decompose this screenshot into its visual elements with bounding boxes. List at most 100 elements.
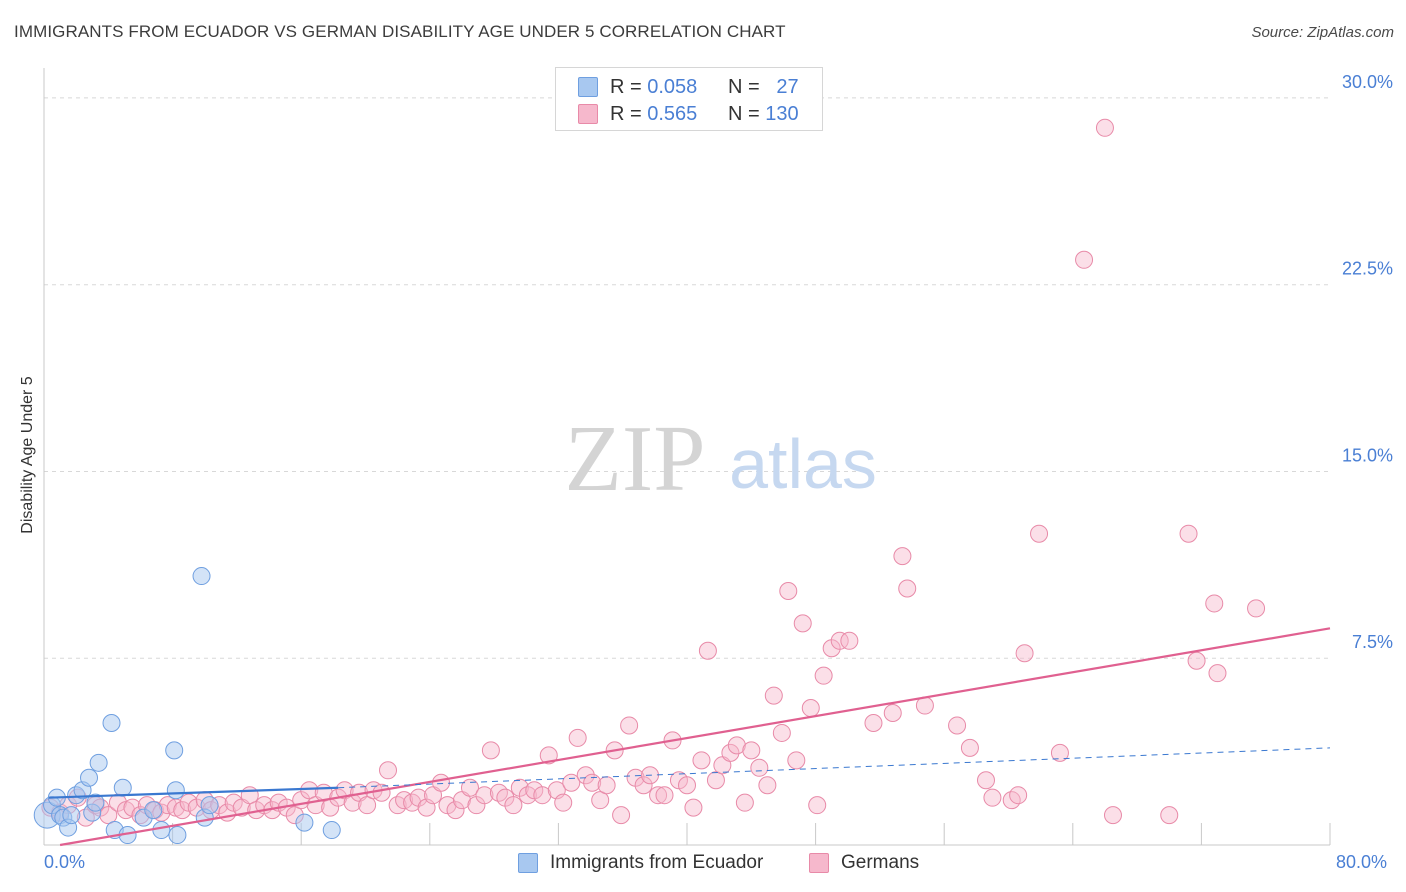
germans-point (446, 801, 465, 820)
germans-point (173, 801, 192, 820)
germans-point (300, 781, 319, 800)
germans-point (742, 741, 761, 760)
legend-r-ecuador: R = 0.058 (610, 75, 698, 98)
germans-point (597, 776, 616, 795)
germans-point (864, 713, 883, 732)
ecuador-point (144, 801, 163, 820)
y-tick-label: 7.5% (1352, 632, 1393, 652)
ecuador-points (33, 567, 341, 845)
germans-point (814, 666, 833, 685)
ecuador-point (200, 796, 219, 815)
ecuador-point (166, 781, 185, 800)
germans-point (698, 641, 717, 660)
n-value-germans: 130 (765, 102, 799, 125)
y-tick-label: 15.0% (1342, 445, 1393, 465)
watermark-zip: ZIP (565, 407, 706, 511)
germans-point (1015, 644, 1034, 663)
source-label: Source: ZipAtlas.com (1251, 24, 1394, 41)
germans-point (960, 738, 979, 757)
germans-point (779, 581, 798, 600)
germans-point (634, 776, 653, 795)
germans-legend-swatch (809, 853, 829, 873)
ecuador-trend-dashed (338, 747, 1331, 789)
x-tick-max: 80.0% (1336, 852, 1388, 872)
germans-trend-line (59, 627, 1331, 847)
ecuador-point (322, 821, 341, 840)
germans-point (758, 776, 777, 795)
germans-point (883, 704, 902, 723)
germans-point (612, 806, 631, 825)
n-value-ecuador: 27 (776, 75, 799, 98)
germans-point (475, 786, 494, 805)
legend-item-ecuador[interactable]: Immigrants from Ecuador (518, 852, 763, 874)
germans-point (568, 728, 587, 747)
germans-point (1050, 743, 1069, 762)
y-tick-labels: 7.5% 15.0% 22.5% 30.0% (1342, 72, 1393, 652)
ecuador-point (168, 826, 187, 845)
germans-point (948, 716, 967, 735)
r-value-ecuador: 0.058 (647, 75, 698, 98)
germans-point (481, 741, 500, 760)
germans-point (649, 786, 668, 805)
correlation-legend: R = 0.058 N = 27 R = 0.565 N = 130 (555, 67, 823, 131)
germans-point (533, 786, 552, 805)
germans-point (692, 751, 711, 770)
germans-point (706, 771, 725, 790)
germans-point (678, 776, 696, 795)
germans-point (655, 786, 674, 805)
germans-point (787, 751, 806, 770)
germans-point (893, 547, 912, 566)
legend-item-germans[interactable]: Germans (809, 852, 919, 874)
germans-point (1187, 651, 1206, 670)
ecuador-point (165, 741, 184, 760)
germans-point (1160, 806, 1179, 825)
ecuador-point (113, 778, 132, 797)
germans-point (915, 696, 934, 715)
legend-label-germans: Germans (841, 852, 920, 873)
germans-point (1179, 524, 1198, 543)
germans-point (504, 796, 523, 815)
germans-point (1095, 118, 1114, 137)
watermark-atlas: atlas (729, 425, 877, 503)
grid-lines (44, 97, 1330, 659)
germans-point (830, 631, 849, 650)
ecuador-point (295, 813, 314, 832)
ecuador-point (192, 567, 211, 586)
ecuador-point (80, 768, 99, 787)
chart-title: IMMIGRANTS FROM ECUADOR VS GERMAN DISABI… (14, 22, 786, 41)
germans-point (735, 793, 754, 812)
trend-lines (48, 627, 1331, 847)
germans-point (591, 791, 610, 810)
ecuador-point (86, 793, 105, 812)
germans-point (358, 796, 377, 815)
germans-point (808, 796, 827, 815)
watermark: ZIP atlas (565, 407, 877, 511)
germans-point (1208, 664, 1227, 683)
germans-point (1247, 599, 1266, 618)
germans-point (583, 773, 602, 792)
germans-point (983, 788, 1002, 807)
germans-point (801, 699, 820, 718)
germans-point (240, 786, 259, 805)
x-tick-min: 0.0% (44, 852, 86, 872)
legend-row-ecuador: R = 0.058 N = 27 (578, 74, 799, 100)
germans-point (772, 723, 791, 742)
germans-point (793, 614, 812, 633)
legend-n-ecuador: N = 27 (728, 75, 799, 98)
r-value-germans: 0.565 (647, 102, 698, 125)
germans-point (727, 736, 746, 755)
y-tick-label: 22.5% (1342, 259, 1393, 279)
germans-point (764, 686, 783, 705)
germans-point (898, 579, 917, 598)
axes (43, 68, 1331, 846)
germans-point (721, 743, 740, 762)
legend-row-germans: R = 0.565 N = 130 (578, 101, 799, 127)
germans-point (620, 716, 639, 735)
ecuador-point (152, 821, 171, 840)
germans-point (684, 798, 703, 817)
germans-point (554, 793, 573, 812)
germans-point (460, 778, 479, 797)
legend-n-germans: N = 130 (728, 102, 799, 125)
ecuador-legend-swatch (518, 853, 538, 873)
